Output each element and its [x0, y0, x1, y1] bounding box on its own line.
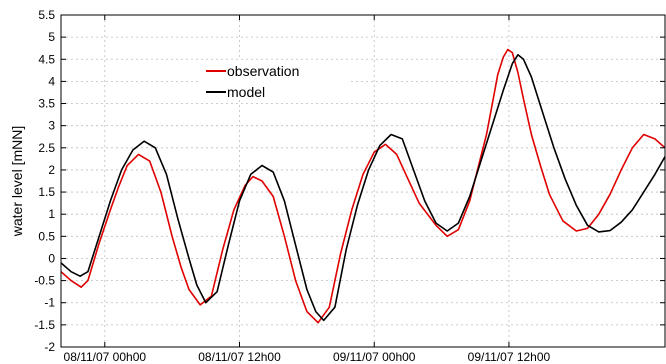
x-tick-label: 09/11/07 12h00 [468, 350, 551, 364]
x-tick-label: 08/11/07 12h00 [198, 350, 281, 364]
y-tick-label: 4 [48, 74, 55, 88]
y-tick-label: -1 [44, 296, 55, 310]
y-tick-label: 4.5 [38, 52, 55, 66]
legend-label-observation: observation [227, 63, 299, 79]
y-tick-label: 3.5 [38, 97, 55, 111]
legend-label-model: model [227, 84, 265, 100]
series-line-observation [60, 48, 666, 324]
y-tick-label: 1.5 [38, 185, 55, 199]
y-tick-label: 5 [48, 30, 55, 44]
y-tick-label: 3 [48, 119, 55, 133]
y-tick-label: 0.5 [38, 229, 55, 243]
y-tick-label: -1.5 [34, 318, 55, 332]
legend: observation model [200, 60, 350, 100]
y-tick-label: 2 [48, 163, 55, 177]
y-tick-label: -0.5 [34, 274, 55, 288]
legend-box [200, 60, 350, 100]
x-tick-label: 09/11/07 00h00 [333, 350, 416, 364]
series-lines [60, 48, 666, 324]
y-axis-ticks: -2 -1.5 -1 -0.5 0 0.5 1 1.5 2 2.5 3 3.5 4 4.5 5 5.5 [34, 8, 665, 354]
y-axis-label: water level [mNN] [9, 126, 25, 237]
x-axis-ticks: 08/11/07 00h00 08/11/07 12h00 09/11/07 00h… [64, 15, 551, 364]
y-tick-label: 0 [48, 251, 55, 265]
plot-frame [60, 14, 666, 348]
x-tick-label: 08/11/07 00h00 [64, 350, 147, 364]
y-tick-label: 5.5 [38, 8, 55, 22]
y-tick-label: -2 [44, 340, 55, 354]
y-tick-label: 2.5 [38, 141, 55, 155]
series-line-model [60, 53, 666, 322]
y-tick-label: 1 [48, 207, 55, 221]
